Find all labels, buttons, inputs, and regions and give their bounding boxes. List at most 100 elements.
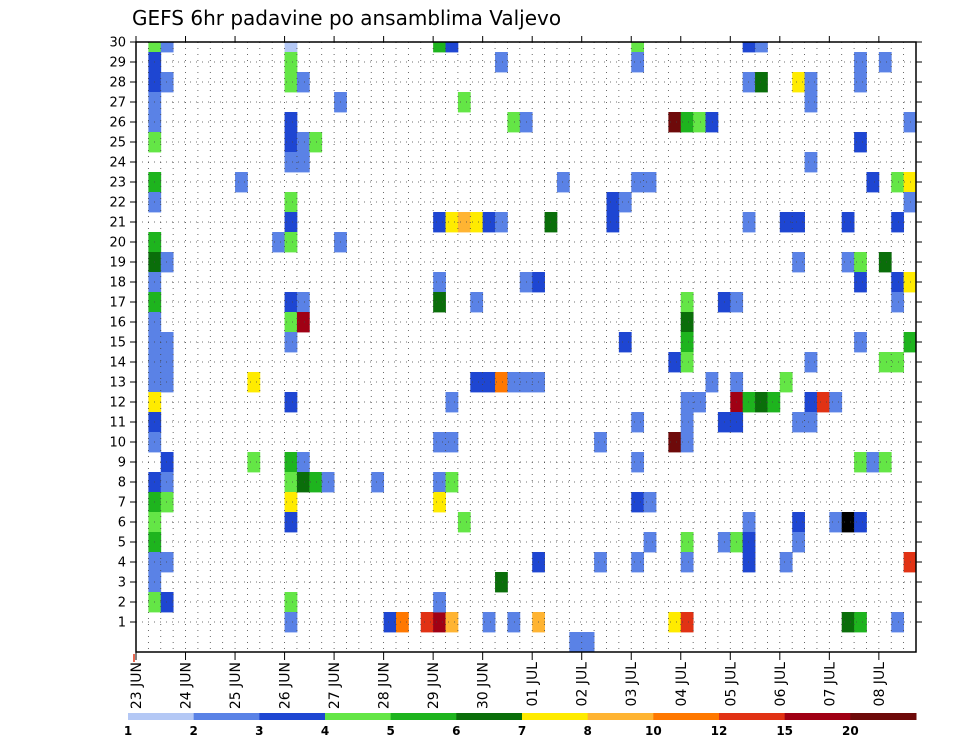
heatmap-cell <box>433 42 446 53</box>
heatmap-cell <box>854 272 867 293</box>
x-tick-label: 26 JUN <box>278 662 294 709</box>
heatmap-cell <box>470 292 484 313</box>
x-tick-label: 01 JUL <box>525 662 541 707</box>
heatmap-cell <box>755 42 768 53</box>
heatmap-cell <box>457 512 471 533</box>
heatmap-cell <box>160 72 174 93</box>
y-tick-label: 18 <box>109 276 126 291</box>
heatmap-cell <box>680 332 694 353</box>
legend-swatch <box>587 713 654 720</box>
legend-swatch <box>456 713 523 720</box>
heatmap-cell <box>854 452 867 473</box>
heatmap-cell <box>433 592 446 613</box>
heatmap-cell <box>631 42 645 53</box>
heatmap-cell <box>680 612 694 633</box>
heatmap-cell <box>433 292 446 313</box>
heatmap-cell <box>495 52 508 73</box>
heatmap-cell <box>160 352 174 373</box>
heatmap-cell <box>755 392 768 413</box>
chart-title: GEFS 6hr padavine po ansamblima Valjevo <box>132 6 562 30</box>
heatmap-cell <box>705 112 719 133</box>
legend-label: 6 <box>452 724 460 738</box>
legend-swatch <box>522 713 589 720</box>
heatmap-cell <box>779 552 793 573</box>
heatmap-cell <box>284 452 298 473</box>
heatmap-cell <box>284 492 298 513</box>
y-tick-label: 16 <box>109 316 126 331</box>
heatmap-cell <box>854 512 867 533</box>
y-tick-label: 21 <box>109 216 126 231</box>
y-tick-label: 30 <box>109 36 126 51</box>
heatmap-cell <box>668 352 682 373</box>
heatmap-cell <box>371 472 385 493</box>
heatmap-cell <box>841 512 855 533</box>
heatmap-cell <box>631 452 645 473</box>
y-tick-label: 13 <box>109 376 126 391</box>
heatmap-cell <box>296 292 310 313</box>
heatmap-cell <box>482 212 496 233</box>
heatmap-cell <box>495 372 508 393</box>
y-tick-label: 15 <box>109 336 126 351</box>
heatmap-cell <box>160 552 174 573</box>
heatmap-cell <box>792 532 805 553</box>
legend-label: 15 <box>776 724 793 738</box>
heatmap-cell <box>284 512 298 533</box>
heatmap-cell <box>668 432 682 453</box>
legend-label: 5 <box>386 724 394 738</box>
y-tick-label: 4 <box>118 556 126 571</box>
y-tick-label: 20 <box>109 236 126 251</box>
heatmap-cell <box>470 372 484 393</box>
heatmap-cell <box>631 412 645 433</box>
x-tick-label: 24 JUN <box>179 662 195 709</box>
heatmap-cell <box>866 172 880 193</box>
legend-swatch <box>193 713 260 720</box>
legend-swatch <box>390 713 457 720</box>
heatmap-cell <box>668 612 682 633</box>
heatmap-cell <box>495 572 508 593</box>
heatmap-cell <box>594 432 607 453</box>
heatmap-cell <box>420 612 434 633</box>
heatmap-cell <box>445 392 459 413</box>
heatmap-cell <box>606 192 620 213</box>
y-tick-label: 11 <box>109 416 126 431</box>
x-tick-label: 29 JUN <box>426 662 442 709</box>
heatmap-cell <box>284 72 298 93</box>
heatmap-cell <box>854 52 867 73</box>
heatmap-cell <box>680 532 694 553</box>
heatmap-cell <box>891 272 905 293</box>
heatmap-cell <box>878 252 892 273</box>
y-tick-label: 1 <box>118 616 126 631</box>
heatmap-cell <box>829 392 843 413</box>
heatmap-cell <box>284 152 298 173</box>
heatmap-cell <box>618 192 632 213</box>
heatmap-cell <box>445 612 459 633</box>
legend-label: 4 <box>321 724 329 738</box>
y-tick-label: 25 <box>109 136 126 151</box>
heatmap-cell <box>841 612 855 633</box>
legend-label: 3 <box>255 724 263 738</box>
heatmap-cell <box>891 292 905 313</box>
heatmap-cell <box>742 532 756 553</box>
y-tick-label: 6 <box>118 516 126 531</box>
heatmap-cell <box>284 132 298 153</box>
heatmap-cell <box>272 232 285 253</box>
heatmap-cell <box>507 112 521 133</box>
y-tick-label: 7 <box>118 496 126 511</box>
y-tick-label: 19 <box>109 256 126 271</box>
y-tick-label: 14 <box>109 356 126 371</box>
heatmap-cell <box>457 92 471 113</box>
x-tick-label: 03 JUL <box>624 662 640 707</box>
heatmap-cell <box>309 472 323 493</box>
heatmap-cell <box>742 42 756 53</box>
heatmap-cell <box>680 552 694 573</box>
y-tick-label: 5 <box>118 536 126 551</box>
heatmap-cell <box>680 292 694 313</box>
heatmap-cell <box>160 252 174 273</box>
y-tick-label: 22 <box>109 196 126 211</box>
heatmap-cell <box>792 412 805 433</box>
heatmap-cell <box>631 492 645 513</box>
heatmap-cell <box>284 212 298 233</box>
heatmap-cell <box>160 492 174 513</box>
heatmap-cell <box>878 52 892 73</box>
